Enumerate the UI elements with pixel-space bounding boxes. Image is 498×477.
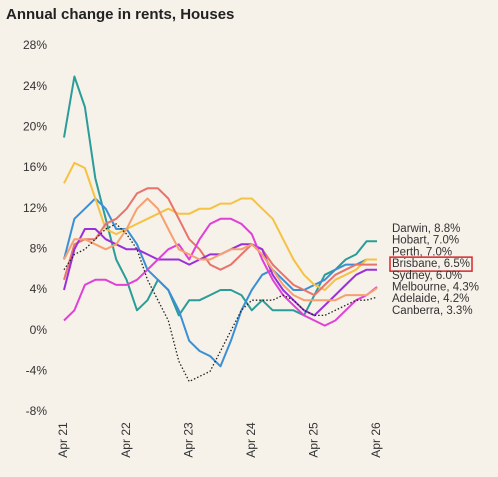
x-tick-label: Apr 25 [307,422,321,458]
y-tick-label: 8% [30,242,48,256]
series-line [63,197,377,368]
series-line [63,75,377,317]
legend-label: Perth, 7.0% [392,246,452,258]
x-tick-label: Apr 24 [244,422,258,458]
y-tick-label: 20% [23,120,47,134]
legend-label: Sydney, 6.0% [392,270,462,282]
legend-label: Adelaide, 4.2% [392,293,469,305]
series-line [63,223,378,383]
series-line [63,197,378,302]
series-line [63,217,378,327]
chart-title: Annual change in rents, Houses [6,6,234,23]
series-line [63,161,377,291]
y-tick-label: 16% [23,160,47,174]
legend-label: Melbourne, 4.3% [392,282,479,294]
series-line [63,187,377,297]
y-tick-label: 4% [30,282,48,296]
x-tick-label: Apr 26 [369,422,383,458]
y-tick-label: 28% [23,38,47,52]
y-tick-label: 24% [23,79,47,93]
y-tick-label: -4% [26,364,48,378]
legend-highlight [389,256,473,272]
legend-label: Canberra, 3.3% [392,305,473,317]
legend-label: Darwin, 8.8% [392,223,460,235]
y-tick-label: 0% [30,323,48,337]
y-tick-label: -8% [26,404,48,418]
legend-label: Brisbane, 6.5% [392,258,470,270]
y-tick-label: 12% [23,201,47,215]
x-tick-label: Apr 21 [56,422,70,458]
x-tick-label: Apr 23 [181,422,195,458]
x-tick-label: Apr 22 [119,422,133,458]
legend-label: Hobart, 7.0% [392,235,459,247]
